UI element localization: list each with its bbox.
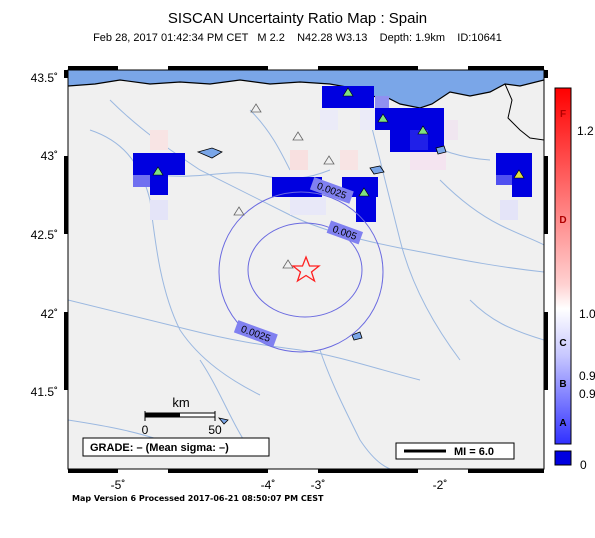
scale-start: 0 xyxy=(142,423,149,437)
lon-label: -2˚ xyxy=(433,478,448,492)
colorbar-value: 1.0 xyxy=(579,307,595,321)
grade-letter: A xyxy=(559,418,566,429)
colorbar-value: 0.9 xyxy=(579,369,595,383)
lat-label: 41.5˚ xyxy=(31,385,58,399)
frame-ticks xyxy=(64,66,548,473)
latitude-labels: 43.5˚ 43˚ 42.5˚ 42˚ 41.5˚ xyxy=(31,71,58,399)
scale-unit: km xyxy=(172,395,189,410)
colorbar-value: 0 xyxy=(580,458,587,472)
longitude-labels: -5˚ -4˚ -3˚ -2˚ xyxy=(111,478,448,492)
mi-text: MI = 6.0 xyxy=(454,446,494,458)
lon-label: -5˚ xyxy=(111,478,126,492)
map-title: SISCAN Uncertainty Ratio Map : Spain xyxy=(167,10,428,27)
grade-letter: F xyxy=(560,109,566,120)
footer-version: Map Version 6 Processed 2017-06-21 08:50… xyxy=(72,494,324,503)
lat-label: 42.5˚ xyxy=(31,228,58,242)
event-info: Feb 28, 2017 01:42:34 PM CET M 2.2 N42.2… xyxy=(93,32,502,44)
grade-text: GRADE: – (Mean sigma: –) xyxy=(90,442,229,454)
scale-end: 50 xyxy=(208,423,222,437)
grade-letter: D xyxy=(559,215,566,226)
lakes xyxy=(196,145,447,425)
lon-label: -3˚ xyxy=(311,478,326,492)
lat-label: 43.5˚ xyxy=(31,71,58,85)
uncertainty-contours xyxy=(218,191,384,353)
map-frame xyxy=(67,69,545,470)
lat-label: 43˚ xyxy=(41,149,58,163)
grade-letter: B xyxy=(559,379,566,390)
colorbar-value: 1.2 xyxy=(577,124,594,138)
land-area xyxy=(68,70,544,469)
colorbar: F D C B A 1.2 1.0 0.9 0.9 0 xyxy=(554,87,595,472)
border-line xyxy=(504,83,544,141)
colorbar-value: 0.9 xyxy=(579,387,595,401)
grade-letter: C xyxy=(559,338,566,349)
station-markers xyxy=(152,87,525,269)
lat-label: 42˚ xyxy=(41,307,58,321)
mi-legend: MI = 6.0 xyxy=(395,442,515,460)
grade-box: GRADE: – (Mean sigma: –) xyxy=(82,437,270,457)
scale-bar: km 0 50 xyxy=(142,395,222,437)
sea-area xyxy=(68,70,544,108)
lon-label: -4˚ xyxy=(261,478,276,492)
epicenter-star-icon xyxy=(291,255,321,283)
